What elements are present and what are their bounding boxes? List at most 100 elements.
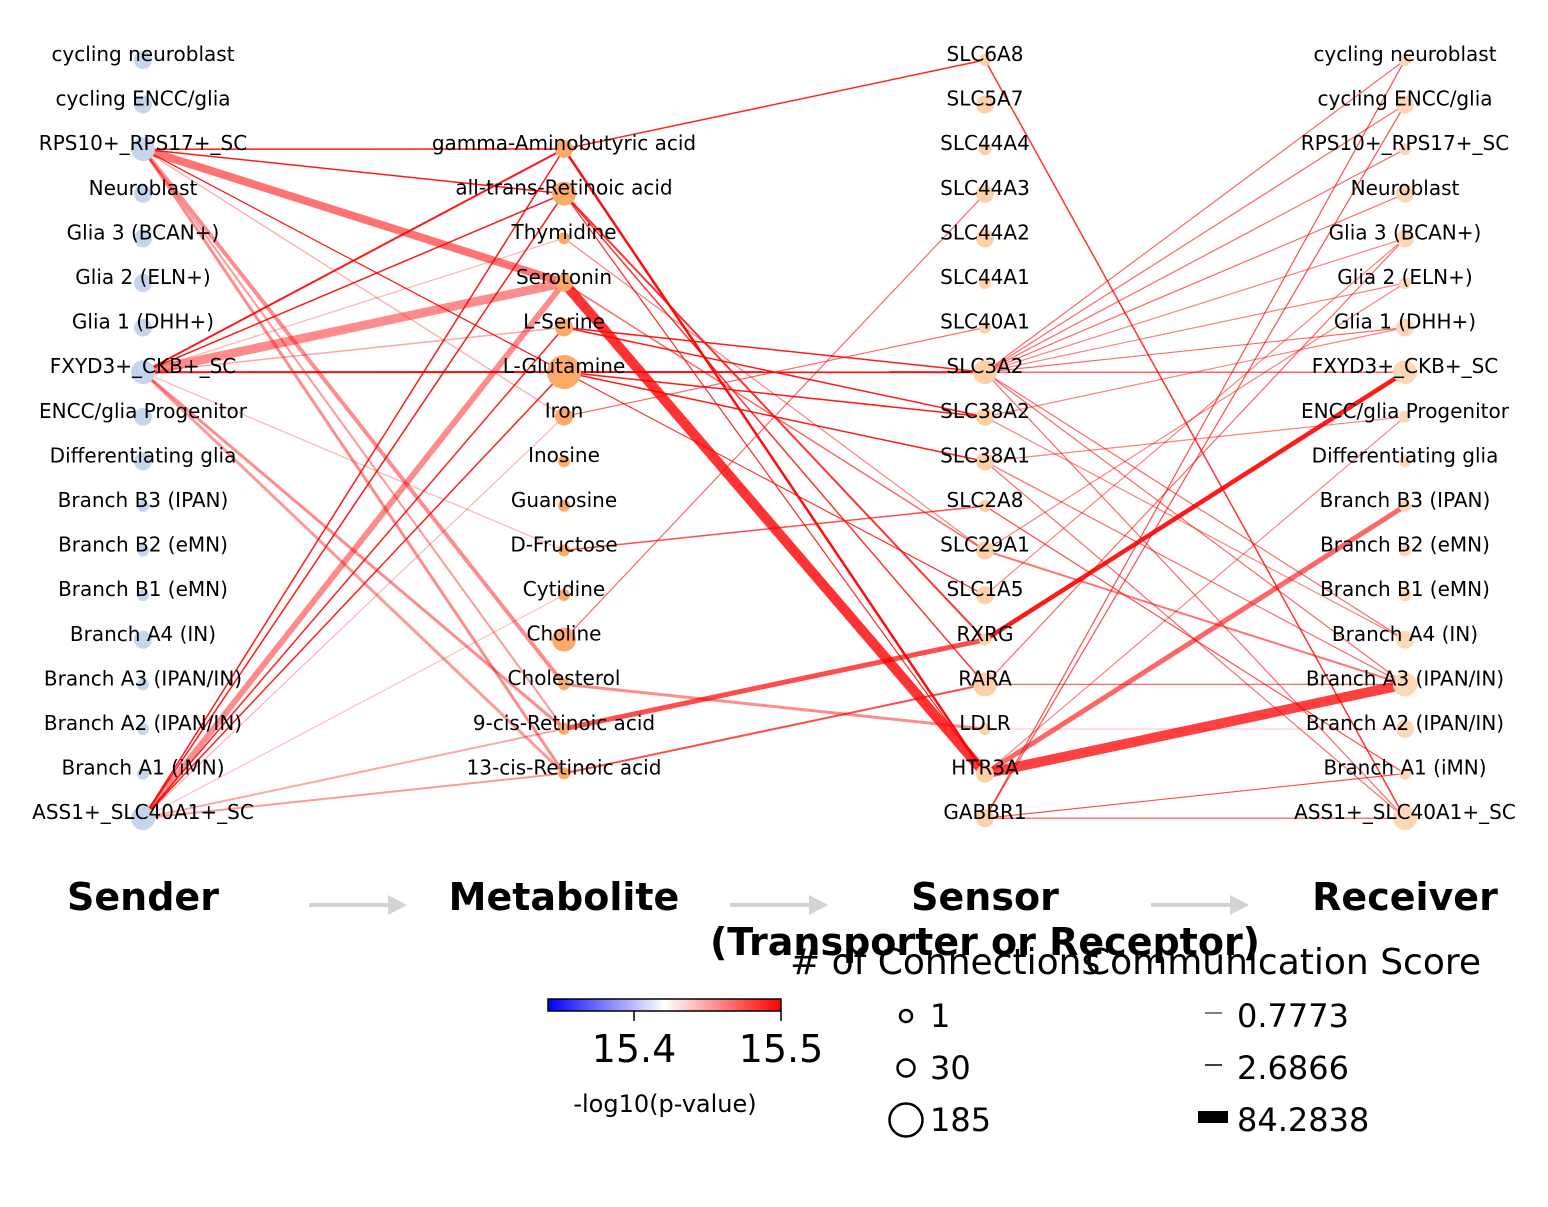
receiver-node-label: Branch B1 (eMN) bbox=[1320, 577, 1490, 601]
sensor-node-label: SLC38A1 bbox=[940, 443, 1030, 467]
metabolite-sensor-edge bbox=[563, 637, 986, 732]
sender-node bbox=[137, 544, 149, 557]
sensor-node-label: SLC5A7 bbox=[947, 87, 1024, 111]
sender-node bbox=[131, 137, 155, 162]
sensor-node bbox=[979, 500, 991, 512]
sender-node-label: Glia 3 (BCAN+) bbox=[67, 220, 220, 244]
receiver-node-label: ENCC/glia Progenitor bbox=[1301, 399, 1510, 423]
sender-node-label: Differentiating glia bbox=[50, 443, 237, 467]
metabolite-node bbox=[558, 232, 570, 245]
metabolite-sensor-edge bbox=[563, 682, 986, 731]
sensor-node-label: SLC29A1 bbox=[940, 533, 1030, 557]
sender-node bbox=[134, 95, 152, 114]
metabolite-sensor-edge bbox=[563, 505, 986, 552]
metabolite-node-label: Thymidine bbox=[511, 220, 617, 244]
metabolite-sensor-edge bbox=[563, 683, 986, 775]
edges-layer bbox=[140, 59, 1407, 821]
sender-node bbox=[131, 360, 155, 385]
sensor-node bbox=[976, 95, 994, 114]
sensor-node bbox=[976, 541, 994, 560]
score-legend-title: Communication Score bbox=[1085, 942, 1481, 983]
receiver-node bbox=[1399, 277, 1411, 289]
metabolite-sensor-edge bbox=[563, 193, 986, 774]
sensor-node bbox=[976, 764, 994, 783]
arrow-icon-3 bbox=[1151, 895, 1249, 915]
receiver-node bbox=[1399, 455, 1411, 468]
sender-node bbox=[134, 229, 152, 248]
sensor-node bbox=[976, 407, 994, 426]
metabolite-node bbox=[558, 499, 570, 512]
metabolite-sensor-edge bbox=[563, 282, 986, 552]
metabolite-node bbox=[558, 767, 570, 780]
sender-metabolite-edge bbox=[142, 193, 565, 819]
sender-metabolite-edge bbox=[141, 147, 566, 686]
receiver-node-label: Branch A2 (IPAN/IN) bbox=[1306, 711, 1504, 735]
metabolite-node-label: 13-cis-Retinoic acid bbox=[467, 755, 662, 779]
metabolite-node bbox=[555, 273, 573, 292]
metabolite-node-label: Cholesterol bbox=[508, 666, 621, 690]
sender-node bbox=[134, 51, 152, 69]
metabolite-node bbox=[555, 407, 573, 426]
sender-metabolite-edge bbox=[140, 280, 567, 821]
metabolite-sensor-edge bbox=[563, 237, 986, 552]
colorbar-gradient bbox=[547, 998, 782, 1012]
sensor-subtitle: (Transporter or Receptor) bbox=[710, 920, 1260, 964]
receiver-node-label: cycling ENCC/glia bbox=[1318, 87, 1493, 111]
size-legend: # of Connections 1 30 185 bbox=[790, 942, 1100, 1139]
metabolite-node-label: Choline bbox=[527, 622, 602, 646]
receiver-node-label: Neuroblast bbox=[1351, 176, 1460, 200]
score-legend-label-2: 2.6866 bbox=[1237, 1049, 1349, 1087]
receiver-node-label: FXYD3+_CKB+_SC bbox=[1312, 354, 1499, 378]
metabolite-node bbox=[558, 544, 570, 557]
sensor-node-label: HTR3A bbox=[951, 756, 1019, 780]
sensor-node-label: GABBR1 bbox=[943, 800, 1026, 824]
sensor-node bbox=[976, 452, 994, 471]
sensor-receiver-edge bbox=[984, 416, 1406, 462]
size-legend-title: # of Connections bbox=[790, 942, 1100, 983]
metabolite-node-label: Cytidine bbox=[523, 577, 605, 601]
metabolite-sensor-edge bbox=[563, 193, 986, 685]
sender-node-label: Branch A3 (IPAN/IN) bbox=[44, 666, 242, 690]
sensor-node-label: SLC40A1 bbox=[940, 310, 1030, 334]
sensor-node-label: SLC1A5 bbox=[947, 577, 1024, 601]
sensor-node bbox=[979, 54, 991, 66]
metabolite-sensor-edge bbox=[563, 326, 986, 373]
sender-node-label: Glia 1 (DHH+) bbox=[72, 310, 214, 334]
metabolite-sensor-edge bbox=[563, 59, 986, 150]
metabolite-node bbox=[558, 455, 570, 468]
size-legend-circle-3 bbox=[888, 1102, 924, 1138]
sensor-receiver-edge bbox=[983, 679, 1407, 779]
nodes-layer bbox=[131, 51, 1417, 831]
sender-metabolite-edge bbox=[142, 594, 565, 819]
metabolite-node bbox=[558, 722, 570, 735]
sender-node-label: Neuroblast bbox=[89, 176, 198, 200]
sensor-receiver-edge bbox=[984, 327, 1406, 373]
sensor-node-label: SLC3A2 bbox=[947, 354, 1024, 378]
receiver-node bbox=[1396, 318, 1414, 337]
sender-metabolite-edge bbox=[142, 326, 565, 373]
sensor-receiver-edge bbox=[984, 237, 1406, 685]
receiver-node bbox=[1399, 143, 1411, 156]
receiver-node bbox=[1393, 672, 1417, 697]
colorbar-tick-high: 15.5 bbox=[739, 1027, 824, 1071]
sensor-receiver-edge bbox=[984, 371, 1406, 641]
score-legend-label-1: 0.7773 bbox=[1237, 997, 1349, 1035]
receiver-node-label: Branch A3 (IPAN/IN) bbox=[1306, 666, 1504, 690]
sensor-node-label: LDLR bbox=[959, 711, 1011, 735]
sender-metabolite-edge bbox=[142, 727, 565, 820]
sensor-receiver-edge bbox=[984, 59, 1406, 373]
metabolite-node-label: Inosine bbox=[528, 443, 600, 467]
receiver-node bbox=[1399, 410, 1411, 423]
sender-metabolite-edge bbox=[142, 371, 565, 551]
size-legend-label-2: 30 bbox=[930, 1049, 971, 1087]
sender-node bbox=[134, 184, 152, 203]
sender-node-label: Branch B3 (IPAN) bbox=[58, 488, 229, 512]
colorbar-tick-low: 15.4 bbox=[592, 1027, 677, 1071]
receiver-node bbox=[1393, 360, 1417, 385]
sender-metabolite-edge bbox=[141, 148, 566, 775]
sensor-node-label: SLC38A2 bbox=[940, 399, 1030, 423]
sensor-node bbox=[973, 672, 997, 697]
labels-layer: cycling neuroblast cycling ENCC/glia RPS10… bbox=[32, 42, 1516, 824]
metabolite-title: Metabolite bbox=[449, 875, 680, 919]
sender-node bbox=[137, 500, 149, 512]
